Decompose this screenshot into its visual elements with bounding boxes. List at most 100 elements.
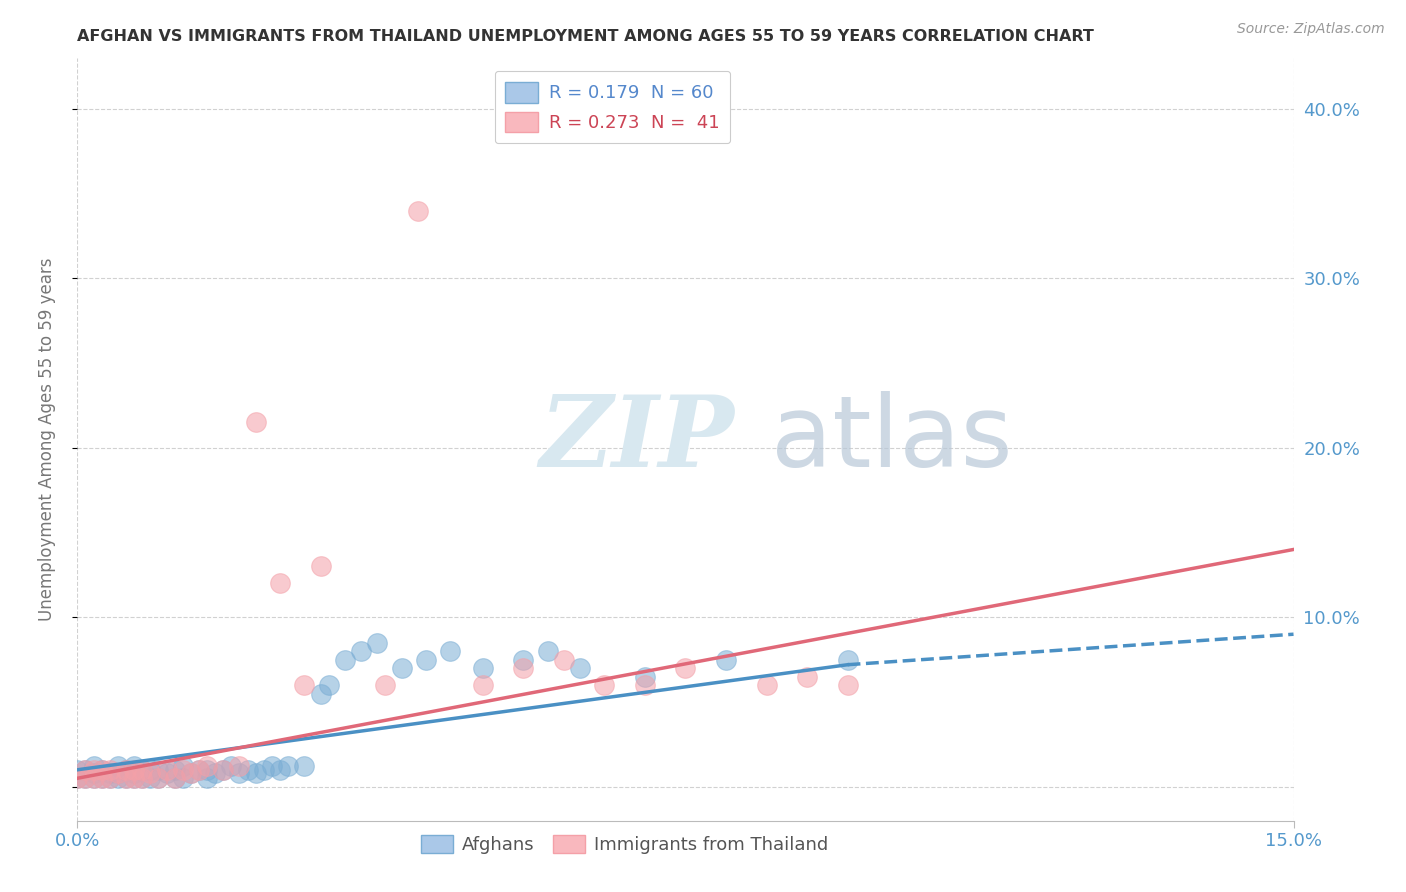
Point xyxy=(90,763,112,777)
Y-axis label: Unemployment Among Ages 55 to 59 years: Unemployment Among Ages 55 to 59 years xyxy=(38,258,56,621)
Point xyxy=(172,771,194,786)
Point xyxy=(131,771,153,786)
Point xyxy=(75,763,97,777)
Point xyxy=(66,771,89,786)
Point xyxy=(675,661,697,675)
Point xyxy=(195,763,218,777)
Point xyxy=(148,771,170,786)
Point xyxy=(471,661,494,675)
Point xyxy=(155,766,177,780)
Point xyxy=(180,766,202,780)
Point xyxy=(309,559,332,574)
Point xyxy=(837,653,859,667)
Point xyxy=(245,766,267,780)
Point xyxy=(172,763,194,777)
Text: AFGHAN VS IMMIGRANTS FROM THAILAND UNEMPLOYMENT AMONG AGES 55 TO 59 YEARS CORREL: AFGHAN VS IMMIGRANTS FROM THAILAND UNEMP… xyxy=(77,29,1094,45)
Point xyxy=(131,763,153,777)
Point xyxy=(75,771,97,786)
Point xyxy=(195,759,218,773)
Point xyxy=(98,771,121,786)
Point xyxy=(163,771,186,786)
Point xyxy=(188,763,211,777)
Point xyxy=(107,766,129,780)
Point xyxy=(122,771,145,786)
Point xyxy=(634,669,657,683)
Point xyxy=(75,771,97,786)
Point xyxy=(569,661,592,675)
Point xyxy=(374,678,396,692)
Point xyxy=(90,771,112,786)
Point xyxy=(391,661,413,675)
Point xyxy=(83,766,105,780)
Point xyxy=(236,763,259,777)
Point xyxy=(318,678,340,692)
Text: atlas: atlas xyxy=(770,391,1012,488)
Point xyxy=(122,759,145,773)
Point xyxy=(122,771,145,786)
Point xyxy=(98,763,121,777)
Point xyxy=(83,771,105,786)
Point xyxy=(221,759,243,773)
Point xyxy=(253,763,276,777)
Text: Source: ZipAtlas.com: Source: ZipAtlas.com xyxy=(1237,22,1385,37)
Point xyxy=(796,669,818,683)
Point xyxy=(277,759,299,773)
Point xyxy=(309,687,332,701)
Point xyxy=(107,766,129,780)
Point xyxy=(163,763,186,777)
Point xyxy=(83,771,105,786)
Point xyxy=(195,771,218,786)
Point xyxy=(212,763,235,777)
Point xyxy=(366,635,388,649)
Point xyxy=(292,678,315,692)
Point xyxy=(66,763,89,777)
Point xyxy=(155,763,177,777)
Point xyxy=(188,763,211,777)
Point xyxy=(634,678,657,692)
Point xyxy=(139,771,162,786)
Point xyxy=(98,771,121,786)
Point xyxy=(107,759,129,773)
Point xyxy=(122,766,145,780)
Point xyxy=(75,763,97,777)
Point xyxy=(107,771,129,786)
Point xyxy=(90,763,112,777)
Point xyxy=(333,653,356,667)
Point xyxy=(83,759,105,773)
Point xyxy=(245,415,267,429)
Point xyxy=(837,678,859,692)
Point xyxy=(180,766,202,780)
Point xyxy=(115,771,138,786)
Point xyxy=(139,766,162,780)
Point xyxy=(115,763,138,777)
Point xyxy=(536,644,558,658)
Point xyxy=(83,763,105,777)
Point xyxy=(406,203,429,218)
Point xyxy=(148,763,170,777)
Point xyxy=(115,763,138,777)
Point xyxy=(148,771,170,786)
Point xyxy=(260,759,283,773)
Point xyxy=(163,771,186,786)
Point xyxy=(98,766,121,780)
Point xyxy=(139,763,162,777)
Text: ZIP: ZIP xyxy=(540,391,734,488)
Point xyxy=(714,653,737,667)
Point xyxy=(172,759,194,773)
Point xyxy=(131,763,153,777)
Point xyxy=(204,766,226,780)
Point xyxy=(90,771,112,786)
Point xyxy=(512,653,534,667)
Point xyxy=(212,763,235,777)
Point xyxy=(415,653,437,667)
Point xyxy=(115,771,138,786)
Point xyxy=(269,763,291,777)
Point xyxy=(350,644,373,658)
Point xyxy=(66,771,89,786)
Point xyxy=(755,678,778,692)
Point xyxy=(131,771,153,786)
Point xyxy=(122,763,145,777)
Point xyxy=(228,766,250,780)
Point xyxy=(292,759,315,773)
Point xyxy=(471,678,494,692)
